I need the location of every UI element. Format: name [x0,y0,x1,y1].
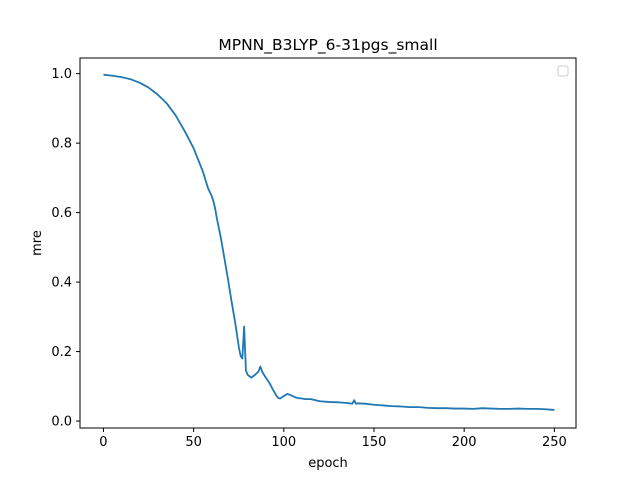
plot-area [103,73,555,411]
chart-title: MPNN_B3LYP_6-31pgs_small [218,36,437,55]
series-line-0 [103,73,555,411]
x-tick-label: 0 [99,435,107,450]
y-tick-label: 0.6 [51,206,72,221]
x-tick-label: 250 [542,435,567,450]
x-tick-label: 200 [452,435,477,450]
x-axis: 0 50 100 150 200 250 [99,428,567,450]
legend-box [557,65,569,77]
y-tick-label: 0.4 [51,276,72,291]
x-tick-label: 50 [185,435,202,450]
x-tick-label: 100 [271,435,296,450]
y-axis-label: mre [30,230,45,256]
y-tick-label: 0.0 [51,415,72,430]
x-axis-label: epoch [308,456,348,471]
x-tick-label: 150 [362,435,387,450]
y-tick-label: 1.0 [51,67,72,82]
plot-frame [79,57,577,429]
y-axis: 0.0 0.2 0.4 0.6 0.8 1.0 [51,67,80,430]
y-tick-label: 0.8 [51,137,72,152]
y-tick-label: 0.2 [51,345,72,360]
